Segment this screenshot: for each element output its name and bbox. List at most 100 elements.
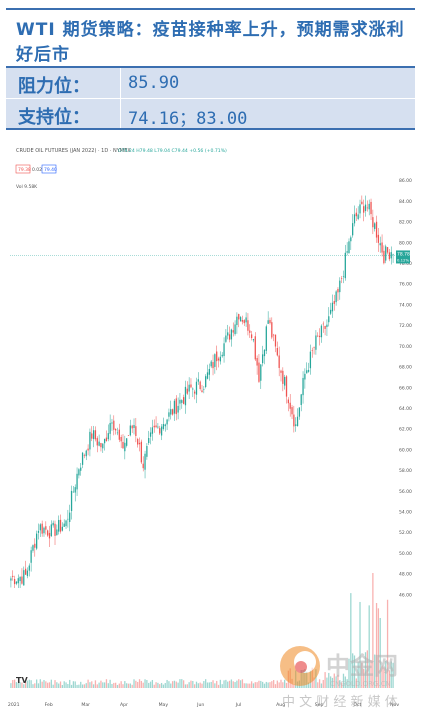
y-tick-label: 80.00 bbox=[399, 240, 412, 246]
volume-bar bbox=[324, 672, 326, 688]
volume-bar bbox=[105, 679, 108, 688]
volume-bar bbox=[85, 683, 87, 688]
buy-price-box[interactable] bbox=[41, 164, 57, 174]
candle-body bbox=[230, 329, 233, 340]
volume-bar bbox=[138, 679, 141, 688]
candle-body bbox=[194, 391, 196, 394]
candle-body bbox=[363, 206, 365, 213]
volume-bar bbox=[133, 679, 135, 688]
volume-bar bbox=[329, 676, 332, 688]
candle-body bbox=[166, 419, 168, 425]
support-row: 支持位： 74.16；83.00 bbox=[6, 99, 415, 130]
volume-bar bbox=[19, 682, 21, 688]
volume-bar bbox=[326, 677, 328, 688]
volume-bar bbox=[41, 681, 43, 688]
volume-bar bbox=[203, 681, 205, 688]
volume-bar bbox=[12, 680, 14, 688]
volume-bar bbox=[96, 684, 98, 688]
candle-body bbox=[370, 201, 372, 215]
candle-body bbox=[162, 424, 165, 429]
volume-bar bbox=[10, 683, 12, 688]
resistance-value: 85.90 bbox=[128, 73, 180, 93]
candle-body bbox=[69, 512, 71, 522]
candle-body bbox=[67, 518, 69, 520]
candle-body bbox=[278, 355, 280, 368]
support-label: 支持位： bbox=[18, 107, 90, 128]
volume-bar bbox=[81, 684, 84, 688]
candle-body bbox=[100, 442, 102, 448]
candle-body bbox=[37, 530, 40, 533]
watermark-slogan: 中 文 财 经 新 媒 体 bbox=[282, 694, 398, 710]
volume-bar bbox=[181, 679, 183, 688]
chart-svg: CRUDE OIL FUTURES (JAN 2022) · 1D · NYME… bbox=[6, 140, 426, 715]
volume-bar bbox=[247, 683, 249, 688]
candle-body bbox=[120, 437, 122, 442]
support-value: 74.16；83.00 bbox=[128, 109, 248, 129]
volume-bar bbox=[201, 683, 203, 688]
volume-bar bbox=[61, 684, 64, 688]
candle-body bbox=[103, 438, 106, 444]
candle-body bbox=[328, 316, 330, 323]
volume-bar bbox=[239, 680, 242, 688]
candle-body bbox=[58, 519, 60, 532]
volume-bar bbox=[280, 679, 282, 688]
candle-body bbox=[124, 442, 126, 452]
volume-bar bbox=[340, 682, 343, 688]
candle-body bbox=[326, 324, 328, 328]
candle-body bbox=[342, 276, 345, 277]
volume-bar bbox=[210, 681, 212, 688]
volume-bar bbox=[17, 683, 19, 688]
candle-body bbox=[186, 388, 188, 394]
candle-body bbox=[216, 351, 218, 362]
candle-body bbox=[111, 422, 113, 424]
candle-body bbox=[122, 441, 124, 449]
volume-bar bbox=[159, 684, 161, 688]
volume-bar bbox=[293, 684, 295, 688]
sell-price: 79.38 bbox=[18, 167, 31, 173]
candle-body bbox=[206, 372, 209, 379]
volume-bar bbox=[265, 681, 267, 688]
sell-price-box[interactable] bbox=[15, 164, 31, 174]
candle-body bbox=[210, 361, 212, 367]
candle-body bbox=[260, 364, 262, 381]
watermark-brand: 中金网 bbox=[326, 652, 398, 680]
y-tick-label: 86.00 bbox=[399, 178, 412, 184]
volume-bar bbox=[245, 683, 247, 688]
candle-body bbox=[386, 247, 389, 253]
candle-body bbox=[295, 424, 297, 426]
y-tick-label: 72.00 bbox=[399, 323, 412, 329]
volume-bar bbox=[269, 682, 271, 688]
candle-body bbox=[344, 252, 346, 279]
volume-bar bbox=[344, 676, 346, 688]
volume-bar bbox=[80, 681, 82, 688]
page-title: WTI 期货策略：疫苗接种率上升，预期需求涨利好后市 bbox=[16, 20, 405, 65]
volume-bar bbox=[271, 681, 273, 688]
candle-body bbox=[188, 384, 190, 392]
volume-bar bbox=[366, 650, 369, 688]
candle-body bbox=[223, 343, 225, 357]
volume-bar bbox=[252, 683, 255, 688]
candle-body bbox=[19, 576, 21, 582]
candle-body bbox=[269, 319, 271, 324]
volume-bar bbox=[370, 660, 372, 688]
volume-bar bbox=[15, 682, 18, 688]
y-tick-label: 78.00 bbox=[399, 261, 412, 267]
volume-bar bbox=[24, 681, 27, 688]
volume-bar bbox=[151, 679, 154, 688]
volume-bar bbox=[238, 679, 240, 688]
candle-body bbox=[126, 438, 128, 446]
volume-bar bbox=[381, 665, 383, 688]
volume-bar bbox=[87, 679, 89, 688]
volume-bar bbox=[91, 681, 93, 688]
volume-bar bbox=[241, 679, 244, 688]
row-divider bbox=[120, 68, 121, 98]
candle-body bbox=[361, 201, 363, 205]
candle-body bbox=[208, 368, 210, 375]
levels-table: 阻力位： 85.90 支持位： 74.16；83.00 bbox=[6, 66, 415, 130]
candle-body bbox=[35, 533, 38, 549]
volume-bar bbox=[70, 684, 73, 688]
volume-bar bbox=[131, 684, 133, 688]
candle-body bbox=[322, 323, 324, 325]
candle-body bbox=[135, 426, 137, 436]
volume-bar bbox=[137, 681, 139, 688]
